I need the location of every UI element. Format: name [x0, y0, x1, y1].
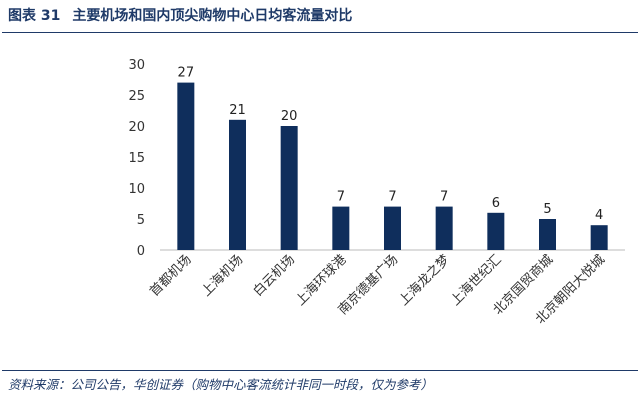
y-tick-label: 5 [137, 213, 145, 228]
x-tick-label: 首都机场 [147, 252, 194, 299]
data-label: 5 [543, 202, 551, 217]
data-label: 21 [229, 103, 246, 118]
y-tick-label: 15 [128, 151, 145, 166]
y-tick-label: 25 [128, 89, 145, 104]
bar [590, 225, 608, 250]
bar [435, 206, 453, 250]
data-label: 7 [440, 190, 448, 205]
data-label: 6 [492, 196, 500, 211]
x-tick-label: 上海世纪汇 [448, 252, 505, 309]
chart-title: 主要机场和国内顶尖购物中心日均客流量对比 [72, 8, 353, 24]
bottom-rule [2, 370, 638, 371]
x-tick-label: 上海环球港 [293, 252, 350, 309]
bar [332, 206, 350, 250]
figure-number: 图表 31 [8, 8, 61, 24]
top-rule [2, 32, 638, 33]
bar [280, 126, 298, 250]
data-label: 7 [388, 190, 396, 205]
x-tick-label: 上海龙之梦 [396, 252, 453, 309]
bar [229, 119, 246, 250]
bar [384, 206, 401, 250]
bar [487, 212, 505, 250]
data-label: 7 [337, 190, 345, 205]
data-label: 20 [281, 109, 298, 124]
y-tick-label: 20 [128, 120, 145, 135]
bar [177, 82, 195, 250]
x-tick-label: 上海机场 [199, 252, 246, 299]
figure-header: 图表 31 主要机场和国内顶尖购物中心日均客流量对比 [0, 0, 640, 30]
source-note: 资料来源：公司公告，华创证券（购物中心客流统计非同一时段，仅为参考） [8, 377, 434, 392]
data-label: 4 [595, 208, 603, 223]
x-tick-label: 白云机场 [250, 252, 298, 300]
y-tick-label: 10 [128, 182, 145, 197]
bar-chart: 05101520253027首都机场21上海机场20白云机场7上海环球港7南京德… [128, 58, 625, 327]
bar [539, 219, 556, 250]
y-tick-label: 0 [137, 244, 145, 259]
data-label: 27 [178, 66, 195, 81]
y-tick-label: 30 [128, 58, 145, 73]
